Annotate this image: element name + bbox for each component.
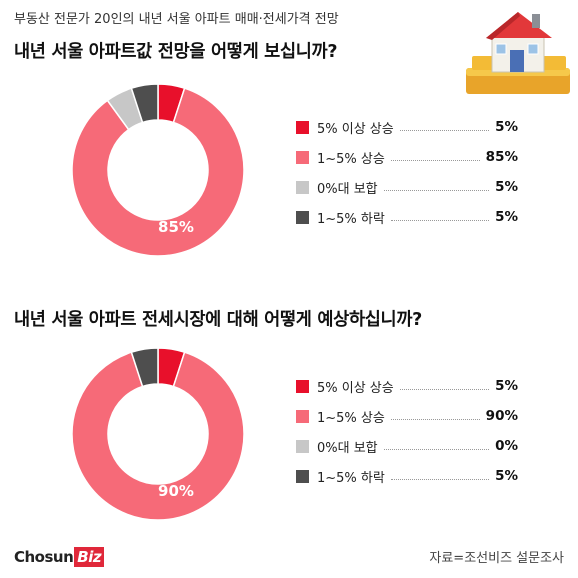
chart2-legend-item: 1~5% 상승 90%	[296, 401, 518, 431]
legend-value: 85%	[485, 149, 518, 165]
chart2-legend: 5% 이상 상승 5% 1~5% 상승 90% 0%대 보합 0% 1~5% 하락 5%	[296, 371, 518, 491]
legend-leader-line	[390, 159, 480, 161]
legend-label: 0%대 보합	[317, 440, 378, 456]
legend-label: 1~5% 상승	[317, 410, 385, 426]
chart2-donut: 90%	[71, 347, 245, 521]
legend-swatch	[296, 180, 309, 194]
legend-label: 0%대 보합	[317, 181, 378, 197]
legend-value: 5%	[495, 119, 518, 135]
source-note: 자료=조선비즈 설문조사	[429, 551, 564, 566]
legend-value: 5%	[495, 179, 518, 195]
chart1-legend: 5% 이상 상승 5% 1~5% 상승 85% 0%대 보합 5% 1~5% 하락 5%	[296, 112, 518, 232]
legend-leader-line	[383, 189, 490, 191]
legend-swatch	[296, 210, 309, 224]
chart2-title: 내년 서울 아파트 전세시장에 대해 어떻게 예상하십니까?	[14, 310, 423, 330]
legend-swatch	[296, 469, 309, 483]
chart1-slice-1-5pct-down	[130, 83, 159, 124]
chart1-donut: 85%	[71, 83, 245, 257]
legend-label: 1~5% 상승	[317, 151, 385, 167]
legend-leader-line	[399, 388, 490, 390]
chart-subtitle: 부동산 전문가 20인의 내년 서울 아파트 매매·전세가격 전망	[14, 12, 339, 27]
legend-swatch	[296, 409, 309, 423]
chart2-slice-1-5pct-down	[130, 347, 159, 388]
legend-value: 0%	[495, 438, 518, 454]
chart2-legend-item: 0%대 보합 0%	[296, 431, 518, 461]
chart1-title: 내년 서울 아파트값 전망을 어떻게 보십니까?	[14, 42, 338, 62]
chart2-legend-item: 5% 이상 상승 5%	[296, 371, 518, 401]
chart1-legend-item: 0%대 보합 5%	[296, 172, 518, 202]
legend-value: 5%	[495, 378, 518, 394]
legend-value: 90%	[485, 408, 518, 424]
chart1-legend-item: 1~5% 하락 5%	[296, 202, 518, 232]
legend-value: 5%	[495, 468, 518, 484]
chart2-data-label: 90%	[158, 482, 194, 500]
chart2-legend-item: 1~5% 하락 5%	[296, 461, 518, 491]
legend-swatch	[296, 150, 309, 164]
house-illustration	[466, 12, 570, 94]
legend-leader-line	[383, 448, 490, 450]
chart1-legend-item: 5% 이상 상승 5%	[296, 112, 518, 142]
chart2-slice-1-5pct-up	[71, 351, 245, 521]
legend-label: 1~5% 하락	[317, 211, 385, 227]
chart1-slice-1-5pct-up	[71, 87, 245, 257]
chart1-data-label: 85%	[158, 218, 194, 236]
legend-label: 1~5% 하락	[317, 470, 385, 486]
legend-leader-line	[390, 478, 490, 480]
legend-leader-line	[390, 418, 480, 420]
legend-swatch	[296, 439, 309, 453]
legend-swatch	[296, 120, 309, 134]
legend-value: 5%	[495, 209, 518, 225]
legend-leader-line	[390, 219, 490, 221]
legend-swatch	[296, 379, 309, 393]
legend-label: 5% 이상 상승	[317, 121, 394, 137]
legend-label: 5% 이상 상승	[317, 380, 394, 396]
chosunbiz-logo: Chosun Biz	[14, 547, 105, 567]
legend-leader-line	[399, 129, 490, 131]
chart1-legend-item: 1~5% 상승 85%	[296, 142, 518, 172]
